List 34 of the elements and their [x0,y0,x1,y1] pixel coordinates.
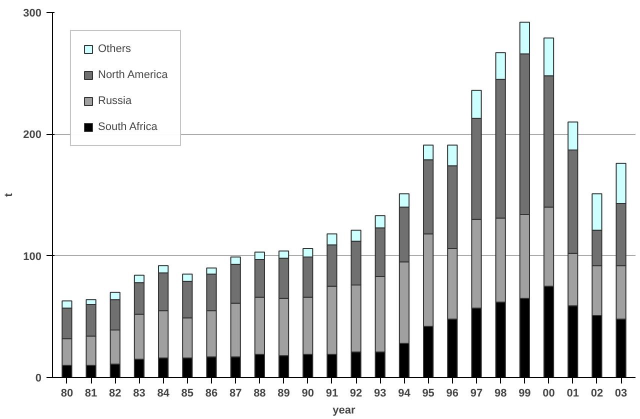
x-tick-label: 95 [422,388,434,400]
x-axis-title: year [332,404,356,416]
y-axis-title: t [3,192,16,197]
y-tick-label: 0 [35,372,42,384]
x-tick-label: 89 [278,388,290,400]
legend-label: Others [98,43,132,55]
x-tick-label: 85 [181,388,194,400]
x-tick-label: 91 [326,388,338,400]
legend-label: North America [98,69,168,81]
x-tick-label: 02 [590,388,604,400]
y-tick-label: 300 [23,8,42,20]
x-tick-label: 00 [542,388,555,400]
x-tick-label: 80 [60,388,74,400]
x-tick-label: 84 [157,388,170,400]
x-tick-label: 86 [205,388,218,400]
x-tick-label: 82 [109,388,122,400]
x-tick-label: 01 [566,388,579,400]
legend-label: Russia [98,95,132,107]
x-tick-label: 81 [84,388,98,400]
x-tick-label: 97 [470,388,483,400]
x-tick-label: 83 [133,388,146,400]
x-tick-label: 92 [350,388,362,400]
x-tick-label: 94 [398,388,412,400]
x-tick-label: 93 [374,388,386,400]
y-tick-label: 100 [23,250,42,263]
x-tick-label: 03 [614,388,628,400]
x-tick-label: 90 [302,388,314,400]
y-tick-label: 200 [23,129,42,142]
legend-label: South Africa [98,121,158,133]
x-tick-label: 99 [518,388,531,400]
x-tick-label: 98 [494,388,507,400]
x-tick-label: 96 [446,388,459,400]
x-tick-label: 88 [254,388,266,400]
x-tick-label: 87 [229,388,242,400]
